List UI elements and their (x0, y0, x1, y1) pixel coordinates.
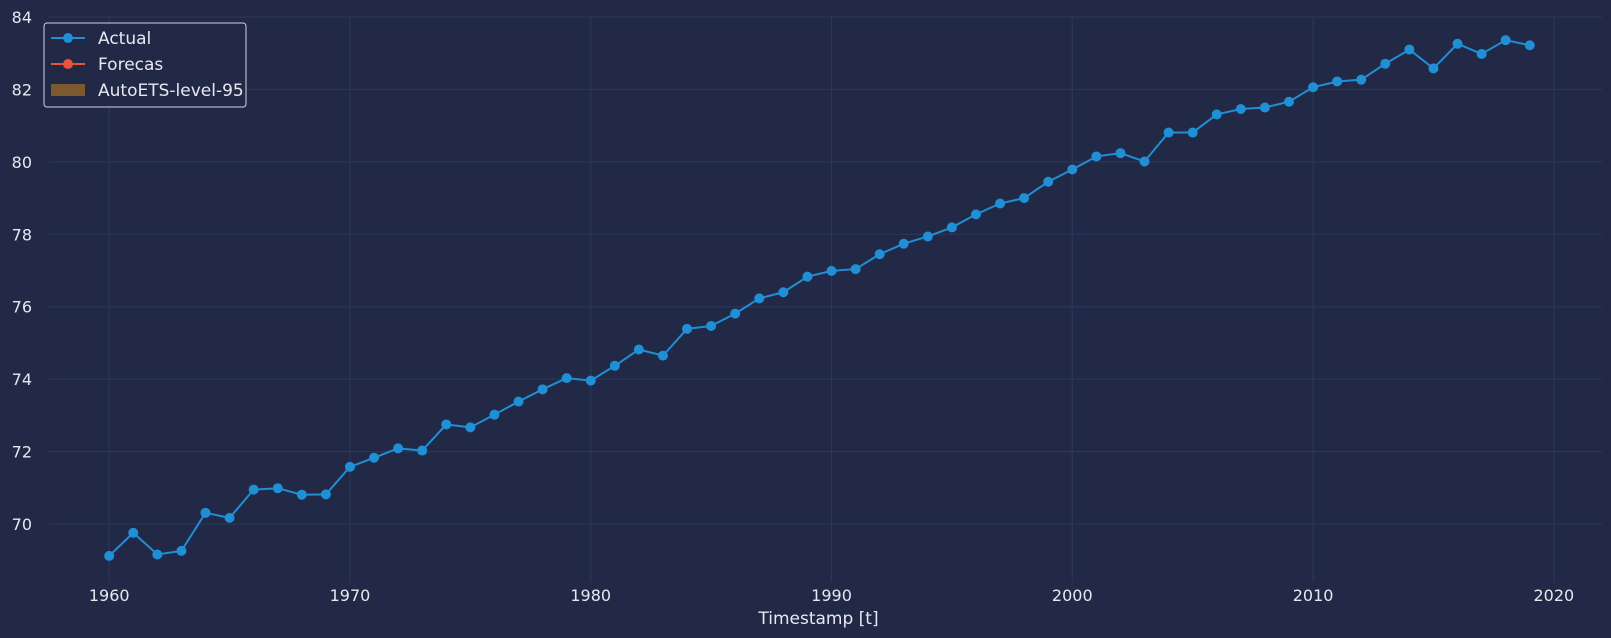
x-tick-label: 2000 (1052, 586, 1093, 605)
data-point (393, 443, 404, 454)
data-point (441, 419, 452, 430)
data-point (128, 527, 139, 538)
x-axis-label: Timestamp [t] (757, 609, 878, 629)
data-point (200, 507, 211, 518)
legend: Actual Forecas AutoETS-level-95 (43, 22, 247, 108)
y-tick-label: 74 (12, 370, 32, 389)
x-tick-label: 2020 (1533, 586, 1574, 605)
data-point (1524, 40, 1535, 51)
data-point (995, 198, 1006, 209)
data-point (1283, 96, 1294, 107)
data-point (1404, 44, 1415, 55)
y-tick-label: 72 (12, 443, 32, 462)
data-point (1115, 148, 1126, 159)
data-point (1500, 35, 1511, 46)
data-point (633, 344, 644, 355)
y-tick-label: 70 (12, 515, 32, 534)
y-tick-label: 78 (12, 225, 32, 244)
legend-label: AutoETS-level-95 (98, 81, 244, 101)
data-point (1211, 109, 1222, 120)
data-point (970, 209, 981, 220)
data-point (561, 373, 572, 384)
x-tick-label: 1960 (89, 586, 130, 605)
data-point (1308, 82, 1319, 93)
data-point (850, 264, 861, 275)
grid (49, 16, 1602, 582)
data-point (224, 512, 235, 523)
data-point (1043, 176, 1054, 187)
data-point (1428, 63, 1439, 74)
data-point (537, 384, 548, 395)
x-tick-label: 1970 (330, 586, 371, 605)
data-point (1091, 151, 1102, 162)
data-point (898, 238, 909, 249)
data-point (946, 222, 957, 233)
legend-box (43, 22, 247, 108)
data-point (248, 484, 259, 495)
data-point (802, 271, 813, 282)
data-point (922, 231, 933, 242)
data-point (874, 249, 885, 260)
data-point (754, 293, 765, 304)
data-point (104, 550, 115, 561)
data-point (417, 445, 428, 456)
data-point (296, 489, 307, 500)
y-tick-label: 84 (12, 8, 32, 27)
data-point (1476, 48, 1487, 59)
data-point (1332, 76, 1343, 87)
data-point (152, 549, 163, 560)
x-tick-label: 1980 (570, 586, 611, 605)
data-point (778, 287, 789, 298)
data-point (513, 396, 524, 407)
data-point (176, 545, 187, 556)
legend-band-swatch (51, 84, 85, 96)
data-point (489, 409, 500, 420)
legend-marker (63, 59, 73, 69)
data-point (272, 483, 283, 494)
legend-marker (63, 33, 73, 43)
data-point (682, 323, 693, 334)
data-point (1452, 38, 1463, 49)
data-point (1235, 103, 1246, 114)
data-point (1019, 193, 1030, 204)
data-point (1259, 102, 1270, 113)
x-tick-labels: 1960 1970 1980 1990 2000 2010 2020 (89, 586, 1574, 605)
data-point (1187, 127, 1198, 138)
data-point (465, 422, 476, 433)
data-point (730, 308, 741, 319)
data-point (657, 350, 668, 361)
data-point (826, 265, 837, 276)
x-tick-label: 1990 (811, 586, 852, 605)
x-tick-label: 2010 (1293, 586, 1334, 605)
data-point (344, 461, 355, 472)
legend-label: Actual (98, 29, 151, 49)
y-tick-label: 76 (12, 298, 32, 317)
data-point (1380, 58, 1391, 69)
data-point (369, 452, 380, 463)
data-point (706, 320, 717, 331)
data-point (609, 360, 620, 371)
data-point (1163, 127, 1174, 138)
legend-label: Forecas (98, 55, 163, 75)
data-point (1356, 74, 1367, 85)
data-point (1067, 164, 1078, 175)
data-point (585, 375, 596, 386)
series-layer (104, 35, 1535, 561)
data-point (1139, 156, 1150, 167)
y-tick-labels: 70 72 74 76 78 80 82 84 (12, 8, 32, 534)
y-tick-label: 82 (12, 80, 32, 99)
y-tick-label: 80 (12, 153, 32, 172)
data-point (320, 489, 331, 500)
